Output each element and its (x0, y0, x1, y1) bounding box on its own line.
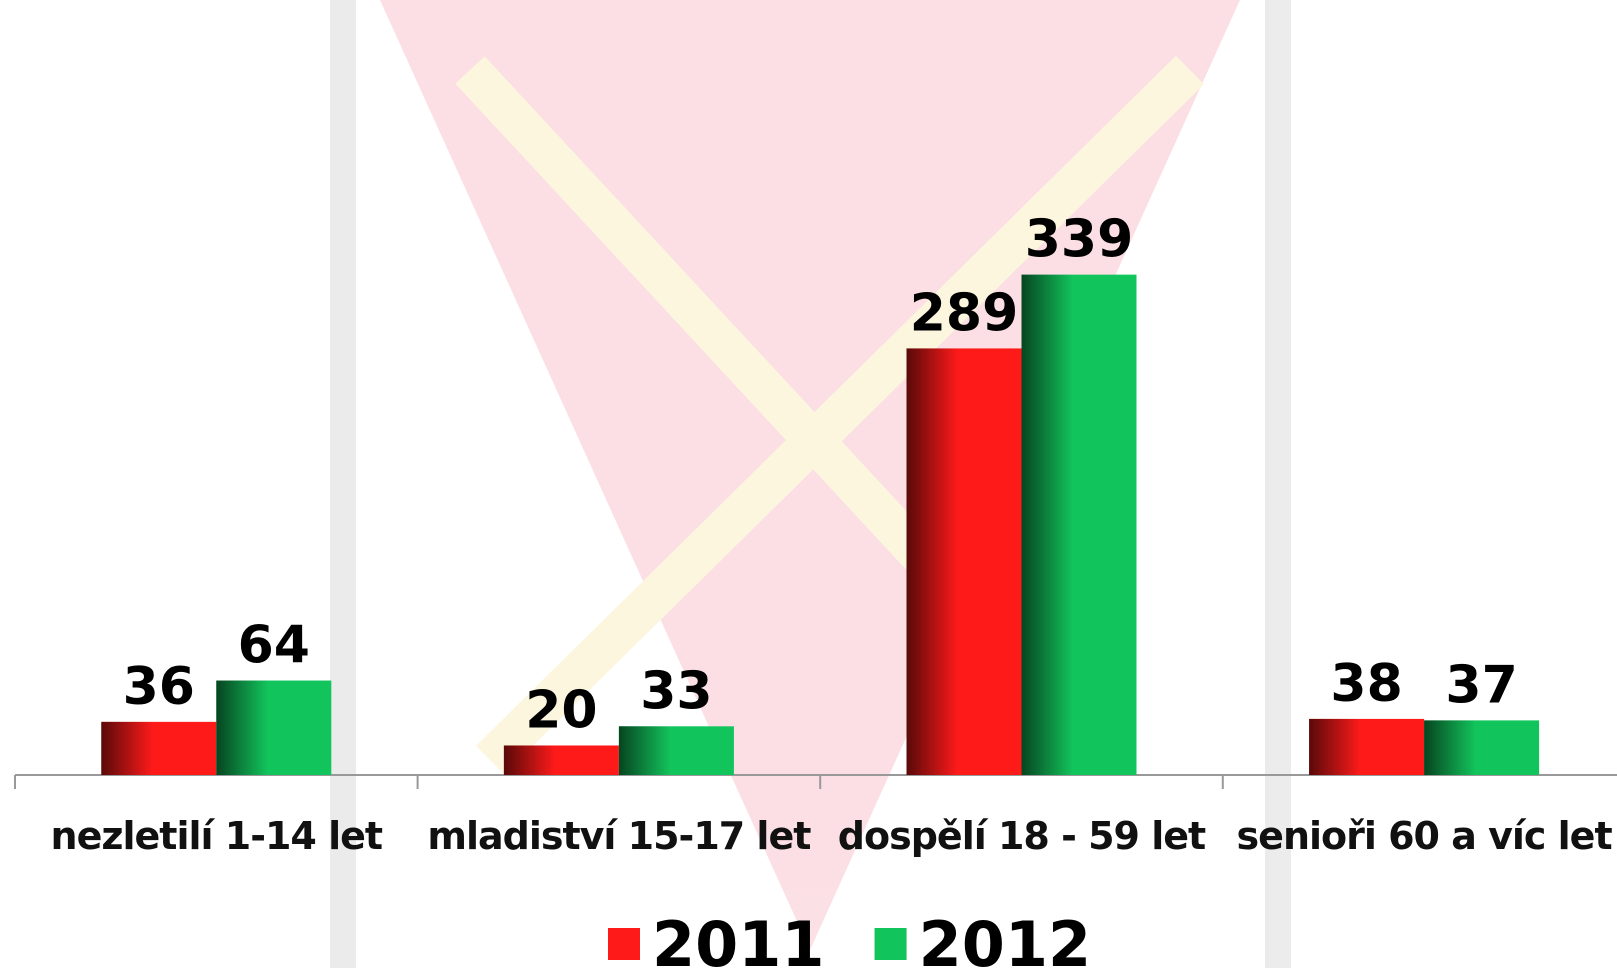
value-label: 64 (238, 616, 310, 676)
bar-shade (1309, 719, 1424, 775)
legend-label: 2012 (919, 908, 1092, 968)
value-label: 289 (910, 283, 1019, 343)
x-tick-label: dospělí 18 - 59 let (828, 806, 1215, 866)
bar-shade (619, 726, 734, 775)
bar-shade (907, 348, 1022, 775)
x-tick-label: senioři 60 a víc let (1231, 806, 1617, 866)
legend-label: 2011 (652, 908, 825, 968)
x-tick-label: nezletilí 1-14 let (23, 806, 410, 866)
page: 36 64 20 33 289339 38 37 2011 2012 nezletilí 1-1… (0, 0, 1617, 968)
bar-shade (504, 745, 619, 775)
value-label: 20 (525, 680, 597, 740)
bar-shade (1022, 275, 1137, 775)
value-label: 37 (1445, 655, 1517, 715)
value-label: 339 (1025, 210, 1134, 270)
value-label: 38 (1330, 654, 1402, 714)
legend-swatch (608, 928, 640, 960)
value-label: 33 (640, 661, 712, 721)
value-label: 36 (123, 657, 195, 717)
x-tick-label: mladiství 15-17 let (426, 806, 813, 866)
bar-shade (1424, 720, 1539, 775)
bar-shade (101, 722, 216, 775)
bar-shade (216, 681, 331, 775)
legend-swatch (875, 928, 907, 960)
